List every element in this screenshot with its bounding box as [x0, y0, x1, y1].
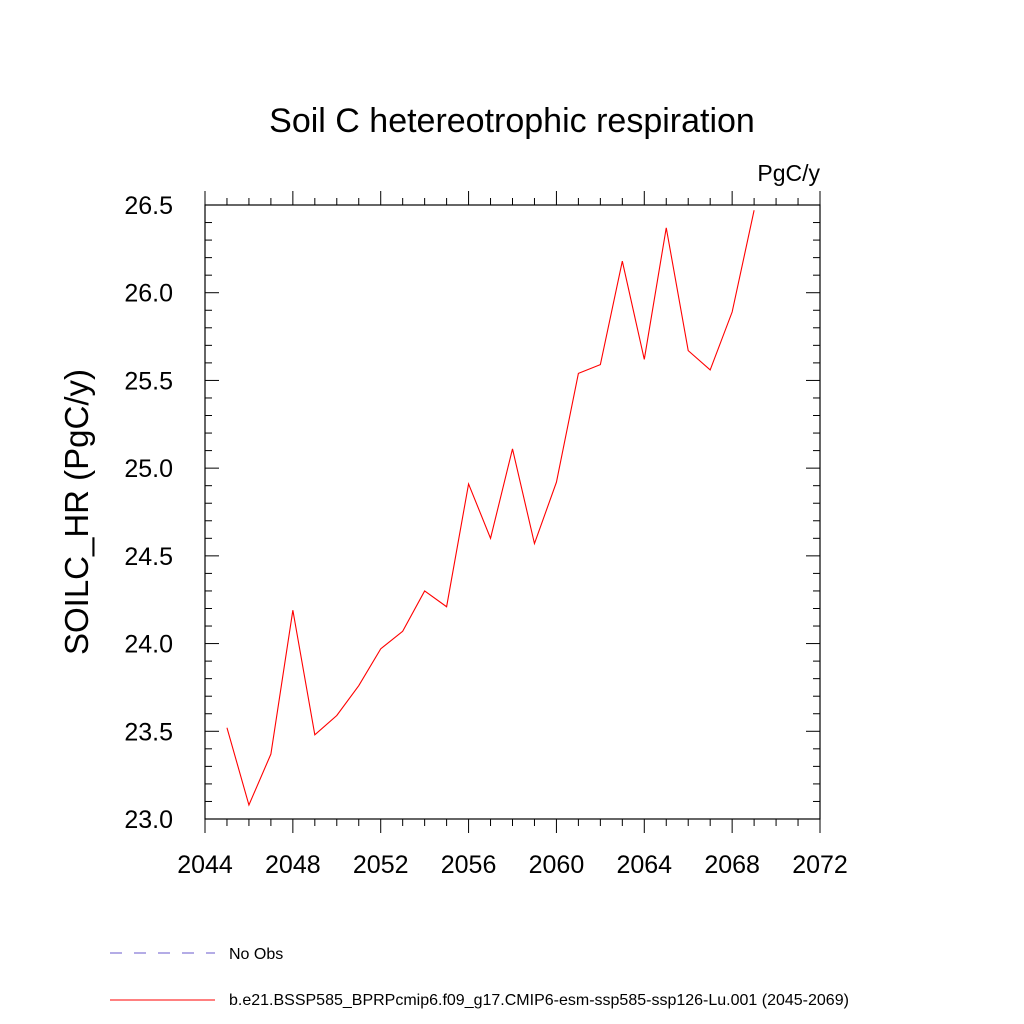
legend-label-model: b.e21.BSSP585_BPRPcmip6.f09_g17.CMIP6-es… — [229, 992, 849, 1009]
x-tick-label: 2064 — [616, 851, 672, 879]
y-tick-label: 23.0 — [124, 806, 173, 834]
x-tick-label: 2044 — [177, 851, 233, 879]
series-line-0 — [226, 210, 755, 807]
tick-labels: 2044 2048 2052 2056 2060 2064 2068 2072 23.0 23.5… — [124, 192, 847, 879]
x-tick-label: 2060 — [529, 851, 585, 879]
y-tick-label: 25.5 — [124, 367, 173, 395]
y-tick-label: 26.5 — [124, 192, 173, 220]
units-label: PgC/y — [757, 160, 820, 186]
plot-frame — [204, 204, 821, 820]
x-tick-label: 2072 — [792, 851, 848, 879]
x-tick-label: 2052 — [353, 851, 409, 879]
x-tick-label: 2056 — [441, 851, 497, 879]
chart-title: Soil C hetereotrophic respiration — [269, 102, 755, 140]
y-tick-label: 25.0 — [124, 455, 173, 483]
x-tick-label: 2068 — [704, 851, 760, 879]
legend-label-no-obs: No Obs — [229, 946, 283, 963]
y-tick-label: 24.5 — [124, 543, 173, 571]
y-tick-label: 24.0 — [124, 631, 173, 659]
legend: No Obs b.e21.BSSP585_BPRPcmip6.f09_g17.C… — [110, 946, 849, 1009]
series-layer — [226, 210, 755, 807]
axis-ticks — [204, 191, 821, 833]
x-tick-label: 2048 — [265, 851, 321, 879]
y-tick-label: 23.5 — [124, 718, 173, 746]
y-axis-label: SOILC_HR (PgC/y) — [58, 369, 95, 655]
y-tick-label: 26.0 — [124, 280, 173, 308]
